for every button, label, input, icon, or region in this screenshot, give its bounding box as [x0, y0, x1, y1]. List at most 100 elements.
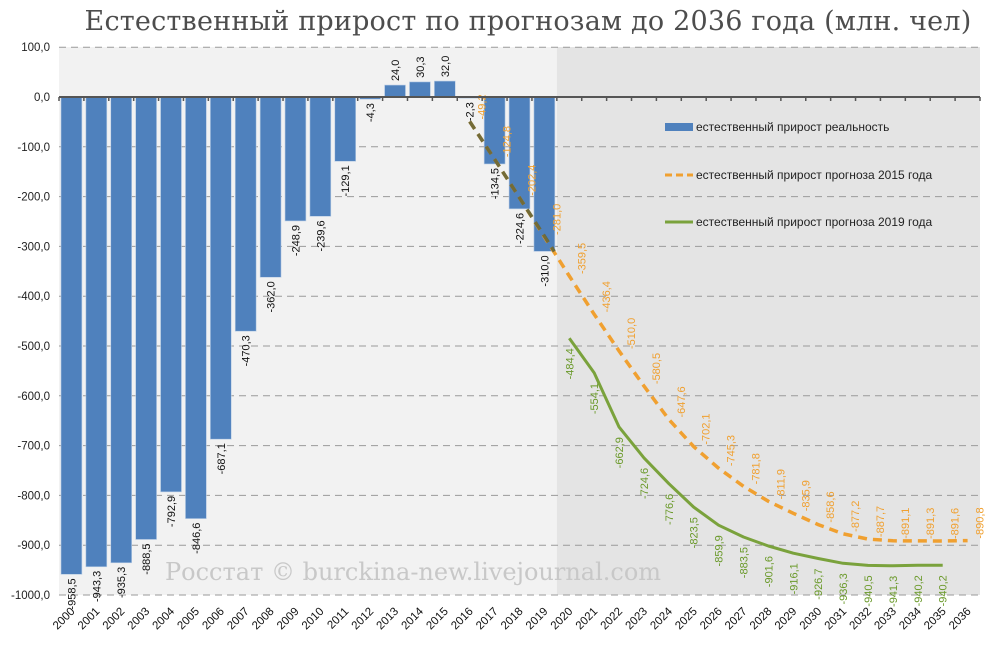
legend: естественный прирост реальность естествен… — [665, 120, 933, 229]
forecast-2019-label: -916,1 — [788, 563, 800, 594]
bar-value-label: -248,9 — [290, 225, 302, 256]
x-tick-label: 2025 — [673, 606, 700, 633]
bar-value-label: -224,6 — [515, 213, 527, 244]
x-tick-label: 2028 — [748, 606, 775, 633]
forecast-2015-label: -781,8 — [751, 453, 763, 484]
bar-value-label: -846,6 — [191, 523, 203, 554]
forecast-2019-label: -940,2 — [938, 575, 950, 606]
forecast-period-area — [556, 47, 980, 595]
x-tick-label: 2016 — [449, 606, 476, 633]
x-tick-label: 2009 — [275, 606, 302, 633]
bar — [434, 80, 456, 98]
y-tick-label: 100,0 — [21, 42, 50, 54]
x-tick-label: 2017 — [474, 606, 501, 633]
line-overlap-actual — [468, 120, 556, 253]
bar — [259, 96, 282, 278]
y-tick-label: -200,0 — [17, 192, 50, 204]
bar-value-label: -4,3 — [365, 103, 377, 122]
bar — [334, 96, 357, 162]
bar-value-label: -2,3 — [465, 102, 477, 121]
data-labels: -958,5 -943,3 -935,3 -888,5 -792,9 -846,6 -687… — [66, 56, 986, 610]
bar — [284, 96, 307, 222]
bar-value-label: -129,1 — [340, 165, 352, 196]
forecast-2015-label: -858,6 — [825, 491, 837, 522]
bar — [185, 96, 207, 519]
bar-value-label: -935,3 — [116, 567, 128, 598]
x-tick-label: 2004 — [151, 605, 178, 632]
bar-value-label: -943,3 — [91, 571, 103, 602]
legend-label: естественный прирост реальность — [696, 120, 889, 134]
x-tick-label: 2019 — [524, 606, 551, 633]
x-tick-label: 2007 — [225, 606, 252, 633]
legend-swatch-bar — [665, 123, 693, 131]
y-tick-label: -900,0 — [17, 540, 50, 552]
x-tick-label: 2001 — [76, 606, 103, 633]
forecast-2019-label: -926,7 — [813, 568, 825, 599]
x-tick-label: 2002 — [101, 606, 128, 633]
x-tick-label: 2015 — [424, 606, 451, 633]
y-tick-label: 0,0 — [34, 92, 50, 104]
x-tick-label: 2005 — [175, 606, 202, 633]
y-tick-label: -1000,0 — [11, 590, 50, 602]
bar-value-label: -687,1 — [216, 443, 228, 474]
forecast-2015-label: -811,9 — [775, 469, 787, 499]
bar-value-label: -792,9 — [166, 496, 178, 527]
x-tick-label: 2029 — [773, 606, 800, 633]
forecast-2015-label: -891,3 — [925, 508, 937, 539]
forecast-2015-label: -835,9 — [800, 480, 812, 511]
forecast-2019-label: -883,5 — [739, 547, 751, 578]
forecast-2015-label: -891,1 — [900, 508, 912, 539]
x-tick-label: 2011 — [325, 606, 351, 632]
bar-value-label: -888,5 — [141, 543, 153, 574]
forecast-2019-label: -484,4 — [564, 348, 576, 379]
forecast-2015-label: -281,0 — [551, 204, 563, 235]
y-tick-label: -300,0 — [17, 241, 50, 253]
forecast-2015-label: -887,7 — [875, 506, 887, 537]
legend-label: естественный прирост прогноза 2015 года — [696, 168, 933, 182]
line-forecast-2019 — [568, 337, 943, 568]
forecast-2019-label: -940,2 — [913, 575, 925, 606]
x-tick-label: 2031 — [823, 606, 850, 633]
forecast-2019-label: -901,6 — [763, 556, 775, 587]
bar — [110, 96, 132, 564]
forecast-2015-label: -891,6 — [950, 508, 962, 539]
x-tick-label: 2023 — [623, 606, 650, 633]
forecast-2015-label: -49,2 — [477, 94, 489, 119]
forecast-2019-label: -662,9 — [614, 437, 626, 468]
x-tick-label: 2020 — [549, 606, 576, 633]
bar — [210, 96, 232, 440]
watermark-text: Росстат © burckina-new.livejournal.com — [165, 558, 661, 586]
actual-period-area — [59, 47, 557, 595]
bar-value-label: -958,5 — [66, 578, 78, 609]
x-tick-label: 2030 — [798, 606, 825, 633]
x-tick-label: 2024 — [648, 605, 675, 632]
forecast-2019-label: -940,5 — [863, 575, 875, 606]
forecast-2019-label: -554,1 — [589, 383, 601, 414]
y-axis: 100,0 0,0 -100,0 -200,0 -300,0 -400,0 -500,0 -6… — [11, 42, 50, 602]
forecast-2015-label: -510,0 — [626, 318, 638, 349]
bar — [160, 96, 182, 493]
bar-value-label: -310,0 — [539, 255, 551, 286]
y-tick-label: -500,0 — [17, 341, 50, 353]
y-tick-label: -600,0 — [17, 391, 50, 403]
x-tick-label: 2026 — [698, 606, 725, 633]
line-series — [468, 120, 968, 568]
bar — [135, 96, 157, 540]
bar — [234, 96, 257, 332]
forecast-2019-label: -823,5 — [689, 517, 701, 548]
forecast-2019-label: -776,6 — [664, 494, 676, 525]
y-tick-label: -800,0 — [17, 490, 50, 502]
bar-series-actual — [60, 80, 556, 575]
forecast-2015-label: -702,1 — [701, 413, 713, 444]
forecast-2015-label: -890,8 — [975, 507, 987, 538]
forecast-2015-label: -436,4 — [601, 281, 613, 312]
bar-value-label: -134,5 — [490, 168, 502, 199]
x-tick-label: 2006 — [200, 606, 227, 633]
x-tick-label: 2012 — [350, 606, 377, 633]
x-tick-label: 2018 — [499, 606, 526, 633]
x-tick-label: 2003 — [126, 606, 153, 633]
x-tick-label: 2022 — [599, 606, 626, 633]
forecast-2015-label: -359,5 — [576, 243, 588, 274]
bar — [409, 81, 431, 98]
